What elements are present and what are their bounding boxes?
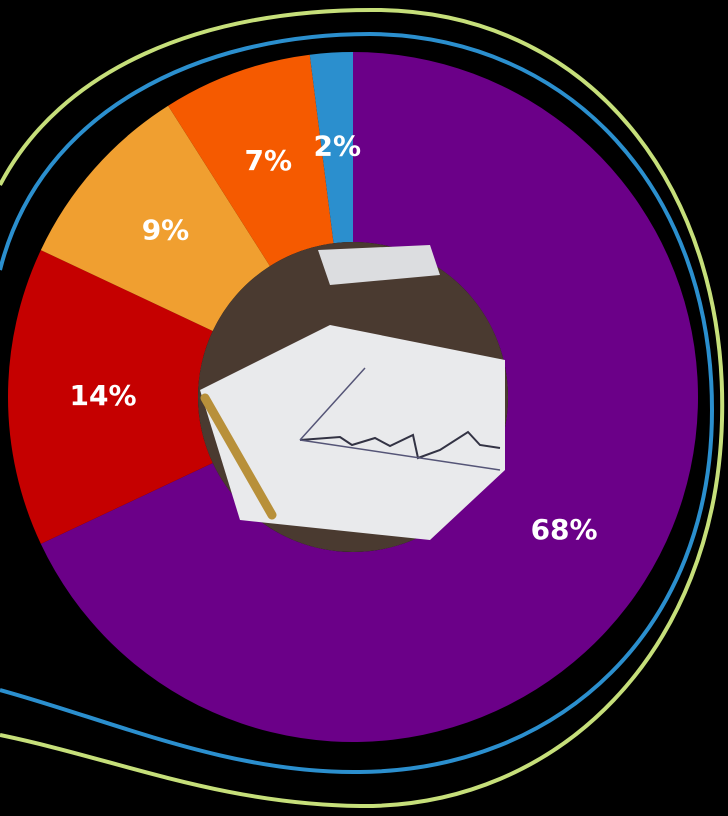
center-photo <box>198 242 508 552</box>
slice <box>40 105 270 332</box>
donut <box>7 52 699 742</box>
slice-label: 68% <box>531 513 598 546</box>
photo-axis <box>299 367 366 441</box>
photo-axis <box>299 439 501 471</box>
decor-blue-curve <box>0 31 715 775</box>
slice <box>40 52 699 742</box>
slice-label: 9% <box>142 214 190 247</box>
photo-pen <box>200 393 277 520</box>
slice-label: 2% <box>314 129 362 162</box>
slice <box>168 54 334 267</box>
decor-green-curve <box>0 7 725 809</box>
photo-paper <box>200 325 505 540</box>
slice <box>309 52 353 244</box>
slice <box>7 250 213 544</box>
slice-label: 7% <box>245 144 293 177</box>
photo-paper2 <box>318 245 440 285</box>
slice-label: 14% <box>69 379 136 412</box>
photo-line <box>299 430 501 460</box>
